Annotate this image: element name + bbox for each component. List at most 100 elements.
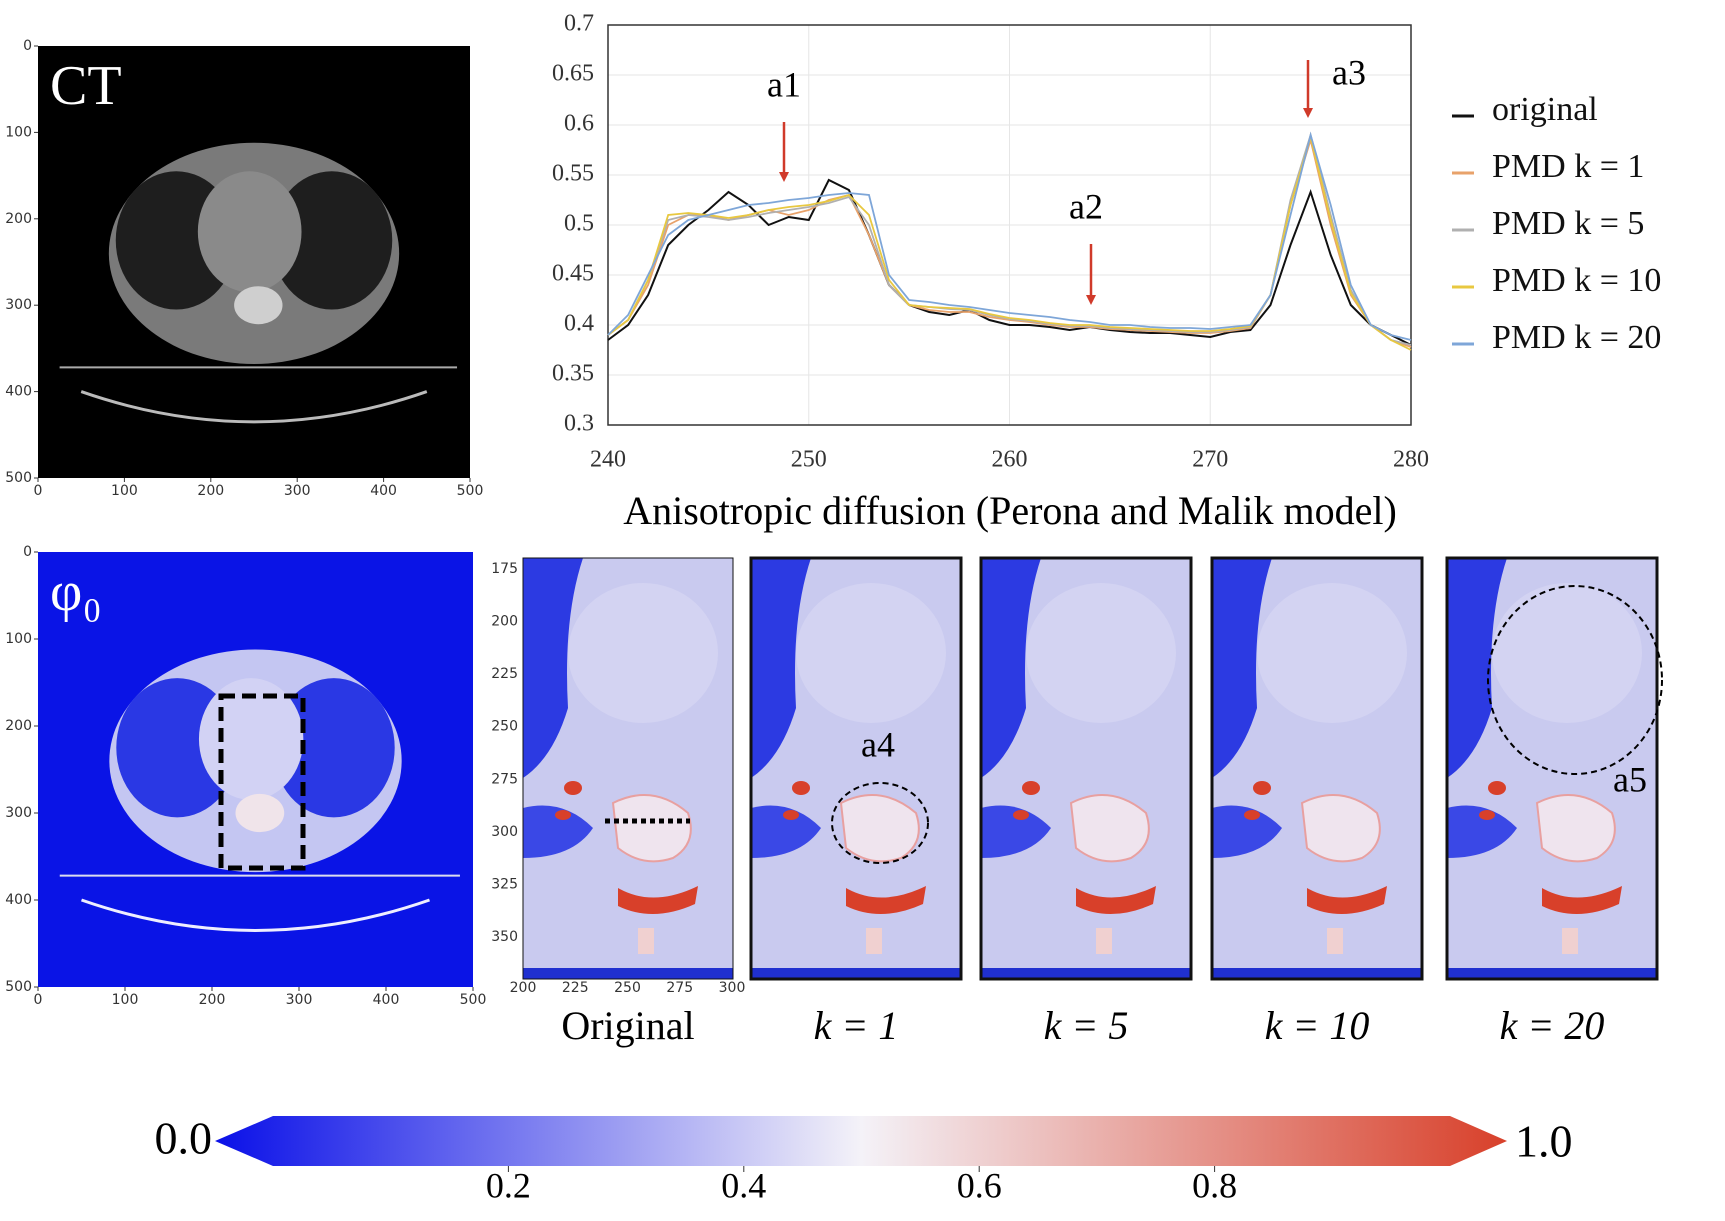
x-tick-label: 0.2: [486, 1165, 531, 1205]
x-tick-label: 240: [590, 447, 626, 473]
x-tick-label: 0: [34, 992, 43, 1008]
bone: [1096, 928, 1112, 954]
heart: [1026, 583, 1176, 723]
lung: [751, 558, 811, 778]
spine: [611, 794, 692, 863]
bone: [638, 928, 654, 954]
y-tick-label: 200: [5, 718, 32, 734]
spine: [839, 794, 920, 863]
lung: [523, 805, 593, 858]
lung: [1447, 805, 1517, 858]
colorbar: [215, 1116, 1507, 1166]
bone: [1327, 928, 1343, 954]
bottom-strip: [523, 968, 733, 979]
arrow-head: [779, 172, 789, 182]
y-tick-label: 500: [5, 470, 32, 486]
x-tick-label: 200: [199, 992, 226, 1008]
legend-label: PMD k = 20: [1492, 319, 1661, 356]
x-tick-label: 0.8: [1192, 1165, 1237, 1205]
bottom-strip: [981, 968, 1191, 979]
section-title: Anisotropic diffusion (Perona and Malik …: [623, 488, 1397, 533]
x-tick-label: 200: [510, 980, 537, 996]
x-tick-label: 0.6: [957, 1165, 1002, 1205]
image: φ₀: [38, 552, 473, 987]
y-tick-label: 175: [491, 561, 518, 577]
x-tick-label: 100: [112, 992, 139, 1008]
lung: [981, 558, 1041, 778]
roi-box: [218, 693, 306, 871]
spine: [1300, 794, 1381, 863]
panel-label: φ₀: [50, 561, 102, 623]
y-tick-label: 325: [491, 876, 518, 892]
x-tick-label: 300: [719, 980, 746, 996]
x-tick-label: 500: [460, 992, 487, 1008]
y-tick-label: 200: [491, 614, 518, 630]
heart: [796, 583, 946, 723]
y-tick-label: 300: [5, 805, 32, 821]
y-tick-label: 0.3: [564, 411, 594, 437]
x-tick-label: 270: [1192, 447, 1228, 473]
vessel: [564, 781, 582, 795]
y-tick-label: 0.4: [564, 311, 594, 337]
vessel: [792, 781, 810, 795]
y-tick-label: 400: [5, 384, 32, 400]
x-tick-label: 0: [34, 483, 43, 499]
vessel: [1244, 810, 1260, 820]
x-tick-label: 300: [286, 992, 313, 1008]
lung: [981, 805, 1051, 858]
y-tick-label: 0.5: [564, 211, 594, 237]
line-series: [607, 178, 1412, 346]
y-tick-label: 300: [491, 824, 518, 840]
x-tick-label: 400: [370, 483, 397, 499]
rib: [1076, 886, 1156, 915]
spine: [1069, 794, 1150, 863]
legend-label: PMD k = 5: [1492, 205, 1644, 242]
image: CT: [38, 46, 470, 478]
image: [751, 558, 961, 979]
y-tick-label: 0.6: [564, 111, 594, 137]
x-tick-label: 0.4: [721, 1165, 766, 1205]
y-tick-label: 350: [491, 929, 518, 945]
rib: [1542, 886, 1622, 915]
line-series: [607, 131, 1412, 341]
lung: [751, 805, 821, 858]
rib: [618, 886, 698, 915]
y-tick-label: 275: [491, 771, 518, 787]
panel-label: k = 1: [814, 1003, 899, 1048]
panel-frame: [1210, 556, 1424, 981]
heart: [198, 678, 304, 800]
x-tick-label: 250: [614, 980, 641, 996]
annotation: a2: [1069, 186, 1103, 226]
y-tick-label: 400: [5, 892, 32, 908]
x-tick-label: 280: [1393, 447, 1429, 473]
vessel: [1022, 781, 1040, 795]
x-tick-label: 300: [284, 483, 311, 499]
vessel: [1253, 781, 1271, 795]
image: [1447, 558, 1657, 979]
spine: [1535, 794, 1616, 863]
arrow-head: [1086, 295, 1096, 305]
bone: [1562, 928, 1578, 954]
y-tick-label: 0: [23, 544, 32, 560]
highlight-circle: [1487, 585, 1663, 775]
panel-label: k = 5: [1044, 1003, 1129, 1048]
heart: [1492, 583, 1642, 723]
y-tick-label: 0.7: [564, 11, 594, 37]
y-tick-label: 300: [5, 297, 32, 313]
vessel: [555, 810, 571, 820]
vessel: [1013, 810, 1029, 820]
annotation: a1: [767, 64, 801, 104]
end-label: 1.0: [1515, 1116, 1573, 1167]
vessel: [1479, 810, 1495, 820]
end-label: 0.0: [155, 1113, 213, 1164]
table-arc: [81, 898, 430, 932]
legend-label: PMD k = 10: [1492, 262, 1661, 299]
lung: [1212, 805, 1282, 858]
x-tick-label: 225: [562, 980, 589, 996]
vessel: [1488, 781, 1506, 795]
panel-frame: [1445, 556, 1659, 981]
y-tick-label: 500: [5, 979, 32, 995]
y-tick-label: 225: [491, 666, 518, 682]
arrow-head: [1303, 108, 1313, 118]
